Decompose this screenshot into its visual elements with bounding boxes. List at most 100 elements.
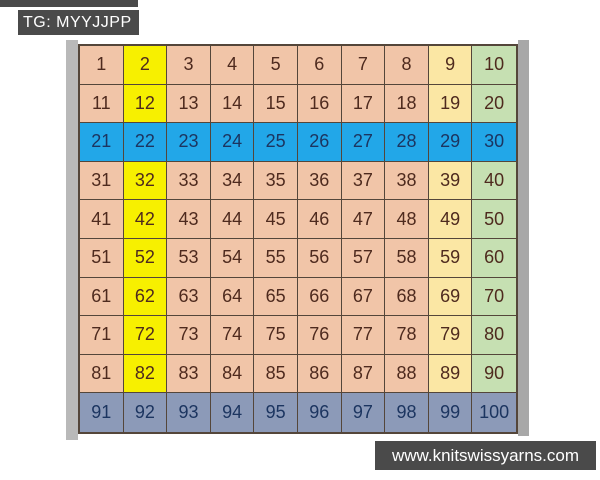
grid-cell-54: 54 bbox=[210, 238, 255, 278]
grid-cell-56: 56 bbox=[297, 238, 342, 278]
grid-cell-52: 52 bbox=[123, 238, 168, 278]
grid-cell-17: 17 bbox=[341, 84, 386, 124]
grid-cell-90: 90 bbox=[472, 354, 516, 394]
grid-cell-42: 42 bbox=[123, 200, 168, 239]
grid-cell-16: 16 bbox=[297, 84, 342, 124]
top-watermark-label: TG: MYYJJPP bbox=[18, 10, 139, 35]
grid-cell-74: 74 bbox=[210, 316, 255, 355]
grid-cell-66: 66 bbox=[297, 277, 342, 317]
grid-cell-2: 2 bbox=[123, 46, 168, 85]
grid-cell-51: 51 bbox=[80, 238, 124, 278]
grid-cell-78: 78 bbox=[385, 316, 429, 355]
grid-cell-98: 98 bbox=[385, 393, 429, 432]
grid-cell-57: 57 bbox=[341, 238, 386, 278]
grid-cell-23: 23 bbox=[167, 123, 211, 162]
grid-cell-95: 95 bbox=[254, 393, 298, 432]
grid-cell-6: 6 bbox=[297, 46, 342, 85]
grid-cell-1: 1 bbox=[80, 46, 124, 85]
grid-cell-46: 46 bbox=[297, 200, 342, 239]
grid-cell-88: 88 bbox=[385, 354, 429, 394]
grid-cell-97: 97 bbox=[341, 393, 386, 432]
grid-cell-69: 69 bbox=[428, 277, 473, 317]
grid-cell-100: 100 bbox=[472, 393, 516, 432]
grid-cell-99: 99 bbox=[428, 393, 473, 432]
grid-cell-89: 89 bbox=[428, 354, 473, 394]
grid-cell-86: 86 bbox=[297, 354, 342, 394]
grid-cell-55: 55 bbox=[254, 238, 298, 278]
grid-cell-75: 75 bbox=[254, 316, 298, 355]
grid-cell-3: 3 bbox=[167, 46, 211, 85]
hundred-chart-grid: 1 2 3 4 5 6 7 8 9 10 11 12 13 14 15 16 17 18 19 20 21 22 23 24 2… bbox=[78, 44, 518, 434]
grid-cell-15: 15 bbox=[254, 84, 298, 124]
grid-cell-79: 79 bbox=[428, 316, 473, 355]
grid-cell-12: 12 bbox=[123, 84, 168, 124]
grid-cell-93: 93 bbox=[167, 393, 211, 432]
grid-cell-19: 19 bbox=[428, 84, 473, 124]
grid-cell-63: 63 bbox=[167, 277, 211, 317]
grid-cell-14: 14 bbox=[210, 84, 255, 124]
grid-cell-81: 81 bbox=[80, 354, 124, 394]
grid-cell-96: 96 bbox=[297, 393, 342, 432]
grid-cell-43: 43 bbox=[167, 200, 211, 239]
grid-cell-30: 30 bbox=[472, 123, 516, 162]
grid-cell-73: 73 bbox=[167, 316, 211, 355]
grid-cell-83: 83 bbox=[167, 354, 211, 394]
grid-cell-94: 94 bbox=[210, 393, 255, 432]
bottom-watermark-text: www.knitswissyarns.com bbox=[391, 445, 580, 465]
grid-cell-70: 70 bbox=[472, 277, 516, 317]
grid-cell-9: 9 bbox=[428, 46, 473, 85]
top-watermark-strip bbox=[0, 0, 138, 7]
grid-cell-32: 32 bbox=[123, 161, 168, 201]
grid-cell-50: 50 bbox=[472, 200, 516, 239]
grid-cell-10: 10 bbox=[472, 46, 516, 85]
grid-cell-47: 47 bbox=[341, 200, 386, 239]
grid-cell-34: 34 bbox=[210, 161, 255, 201]
grid-cell-11: 11 bbox=[80, 84, 124, 124]
grid-cell-87: 87 bbox=[341, 354, 386, 394]
grid-cell-22: 22 bbox=[123, 123, 168, 162]
grid-cell-92: 92 bbox=[123, 393, 168, 432]
grid-cell-62: 62 bbox=[123, 277, 168, 317]
grid-cell-31: 31 bbox=[80, 161, 124, 201]
grid-cell-61: 61 bbox=[80, 277, 124, 317]
grid-cell-25: 25 bbox=[254, 123, 298, 162]
grid-cell-68: 68 bbox=[385, 277, 429, 317]
grid-cell-82: 82 bbox=[123, 354, 168, 394]
grid-cell-13: 13 bbox=[167, 84, 211, 124]
grid-cell-67: 67 bbox=[341, 277, 386, 317]
grid-cell-45: 45 bbox=[254, 200, 298, 239]
grid-cell-60: 60 bbox=[472, 238, 516, 278]
grid-cell-64: 64 bbox=[210, 277, 255, 317]
grid-cell-44: 44 bbox=[210, 200, 255, 239]
grid-cell-49: 49 bbox=[428, 200, 473, 239]
grid-cell-26: 26 bbox=[297, 123, 342, 162]
grid-cell-58: 58 bbox=[385, 238, 429, 278]
grid-cell-41: 41 bbox=[80, 200, 124, 239]
grid-cell-7: 7 bbox=[341, 46, 386, 85]
grid-cell-18: 18 bbox=[385, 84, 429, 124]
grid-shadow-left bbox=[66, 40, 78, 440]
grid-shadow-right bbox=[518, 40, 529, 436]
grid-cell-21: 21 bbox=[80, 123, 124, 162]
grid-cell-33: 33 bbox=[167, 161, 211, 201]
grid-cell-84: 84 bbox=[210, 354, 255, 394]
grid-cell-20: 20 bbox=[472, 84, 516, 124]
grid-cell-36: 36 bbox=[297, 161, 342, 201]
grid-cell-48: 48 bbox=[385, 200, 429, 239]
grid-cell-91: 91 bbox=[80, 393, 124, 432]
grid-cell-35: 35 bbox=[254, 161, 298, 201]
grid-cell-80: 80 bbox=[472, 316, 516, 355]
grid-cell-27: 27 bbox=[341, 123, 386, 162]
grid-cell-65: 65 bbox=[254, 277, 298, 317]
grid-cell-71: 71 bbox=[80, 316, 124, 355]
grid-cell-37: 37 bbox=[341, 161, 386, 201]
grid-cell-77: 77 bbox=[341, 316, 386, 355]
grid-cell-53: 53 bbox=[167, 238, 211, 278]
grid-cell-29: 29 bbox=[428, 123, 473, 162]
grid-cell-39: 39 bbox=[428, 161, 473, 201]
grid-cell-40: 40 bbox=[472, 161, 516, 201]
grid-cell-8: 8 bbox=[385, 46, 429, 85]
bottom-watermark-bar: www.knitswissyarns.com bbox=[375, 441, 596, 470]
grid-cell-38: 38 bbox=[385, 161, 429, 201]
grid-cell-24: 24 bbox=[210, 123, 255, 162]
